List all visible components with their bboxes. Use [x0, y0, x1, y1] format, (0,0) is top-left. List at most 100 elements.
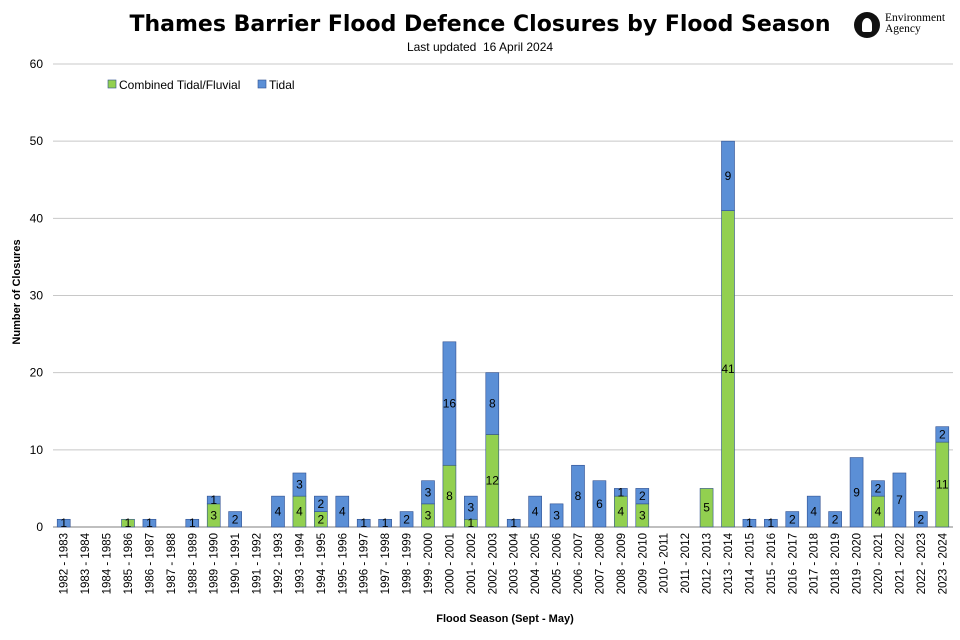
- data-label: 1: [360, 516, 367, 530]
- bar-segment: [785, 511, 800, 528]
- bar-segment: [742, 518, 757, 528]
- bar-segment: [185, 518, 200, 528]
- data-label: 2: [318, 497, 325, 511]
- bar-segment: [421, 480, 435, 505]
- x-tick-label: 1991 - 1992: [252, 533, 264, 594]
- data-label: 1: [768, 516, 775, 530]
- x-tick-label: 2003 - 2004: [509, 532, 521, 594]
- x-tick-label: 1983 - 1984: [80, 532, 92, 594]
- data-label: 8: [446, 489, 453, 503]
- x-tick-label: 1987 - 1988: [166, 533, 178, 594]
- bar-segment: [635, 488, 650, 505]
- x-tick-label: 2013 - 2014: [723, 532, 735, 594]
- x-tick-label: 1982 - 1983: [59, 533, 71, 594]
- x-tick-label: 2021 - 2022: [894, 533, 906, 594]
- x-tick-label: 2008 - 2009: [616, 533, 628, 594]
- bar-segment: [914, 511, 928, 528]
- bar-segment: [828, 511, 842, 528]
- data-label: 4: [275, 505, 282, 519]
- logo-text: Environment Agency: [885, 12, 946, 35]
- bar-segment: [699, 488, 714, 528]
- bar-segment: [571, 464, 585, 528]
- y-axis-label: Number of Closures: [11, 239, 23, 344]
- bar-segment: [121, 518, 135, 528]
- data-label: 8: [575, 489, 582, 503]
- x-tick-label: 2019 - 2020: [852, 533, 864, 594]
- data-label: 1: [510, 516, 517, 530]
- bar-segment: [271, 495, 285, 528]
- data-label: 3: [296, 478, 303, 492]
- data-label: 1: [746, 516, 753, 530]
- data-label: 4: [618, 505, 625, 519]
- bar-segment: [464, 495, 478, 520]
- x-tick-label: 2012 - 2013: [702, 533, 714, 594]
- bar-segment: [378, 518, 392, 528]
- x-tick-label: 1995 - 1996: [337, 533, 349, 594]
- data-label: 9: [725, 169, 732, 183]
- data-label: 1: [210, 493, 217, 507]
- data-label: 2: [318, 512, 325, 526]
- data-label: 9: [853, 485, 860, 499]
- data-label: 3: [639, 508, 646, 522]
- data-label: 6: [596, 497, 603, 511]
- gridlines: [53, 63, 953, 528]
- x-tick-label: 1984 - 1985: [102, 533, 114, 594]
- bar-segment: [549, 503, 564, 528]
- x-tick-label: 2014 - 2015: [744, 533, 756, 594]
- y-tick-label: 50: [30, 134, 44, 148]
- y-tick-label: 20: [30, 366, 44, 380]
- x-tick-label: 1985 - 1986: [123, 533, 135, 594]
- data-label: 2: [939, 427, 946, 441]
- y-tick-label: 30: [30, 289, 44, 303]
- bar-segment: [935, 426, 950, 443]
- x-tick-label: 2023 - 2024: [937, 532, 949, 594]
- bar-segment: [292, 472, 307, 497]
- y-tick-label: 10: [30, 443, 44, 457]
- bar-segment: [56, 518, 71, 528]
- x-tick-label: 1986 - 1987: [144, 533, 156, 594]
- x-tick-label: 2017 - 2018: [809, 533, 821, 594]
- legend-swatch: [107, 79, 117, 89]
- x-tick-label: 2000 - 2001: [444, 533, 456, 594]
- x-tick-label: 2006 - 2007: [573, 533, 585, 594]
- bar-segment: [206, 495, 221, 505]
- logo-line-1: Environment: [885, 12, 946, 24]
- data-label: 11: [936, 478, 949, 492]
- data-label: 2: [918, 512, 925, 526]
- data-label: 4: [532, 505, 539, 519]
- x-tick-label: 1999 - 2000: [423, 533, 435, 594]
- x-tick-label: 1994 - 1995: [316, 533, 328, 594]
- chart-subtitle: Last updated 16 April 2024: [406, 40, 554, 54]
- data-label: 7: [896, 493, 903, 507]
- y-tick-label: 0: [36, 520, 43, 534]
- data-label: 1: [60, 516, 67, 530]
- legend-label: Tidal: [269, 78, 295, 92]
- x-tick-label: 2009 - 2010: [637, 533, 649, 594]
- data-label: 2: [639, 489, 646, 503]
- bar-segment: [892, 472, 907, 528]
- data-label: 4: [296, 505, 303, 519]
- x-tick-label: 1988 - 1989: [187, 533, 199, 594]
- data-label: 2: [403, 512, 410, 526]
- bar-segment: [614, 488, 628, 497]
- data-label: 8: [489, 397, 496, 411]
- y-tick-label: 40: [30, 211, 44, 225]
- data-label: 1: [146, 516, 153, 530]
- data-label: 1: [468, 516, 475, 530]
- bar-segment: [399, 511, 414, 528]
- x-tick-label: 2011 - 2012: [680, 533, 692, 594]
- x-tick-label: 2022 - 2023: [916, 533, 928, 594]
- x-tick-label: 2007 - 2008: [594, 533, 606, 594]
- bar-segment: [592, 480, 607, 528]
- data-label: 2: [789, 512, 796, 526]
- x-tick-label: 2002 - 2003: [487, 533, 499, 594]
- data-label: 1: [125, 516, 132, 530]
- data-label: 3: [468, 501, 475, 515]
- x-tick-label: 1989 - 1990: [209, 533, 221, 594]
- data-label: 2: [232, 512, 239, 526]
- x-axis-ticks: 1982 - 1983 1983 - 1984 1984 - 1985 1985 - …: [59, 532, 950, 594]
- bar-segment: [314, 495, 328, 512]
- chart-title: Thames Barrier Flood Defence Closures by…: [129, 12, 831, 37]
